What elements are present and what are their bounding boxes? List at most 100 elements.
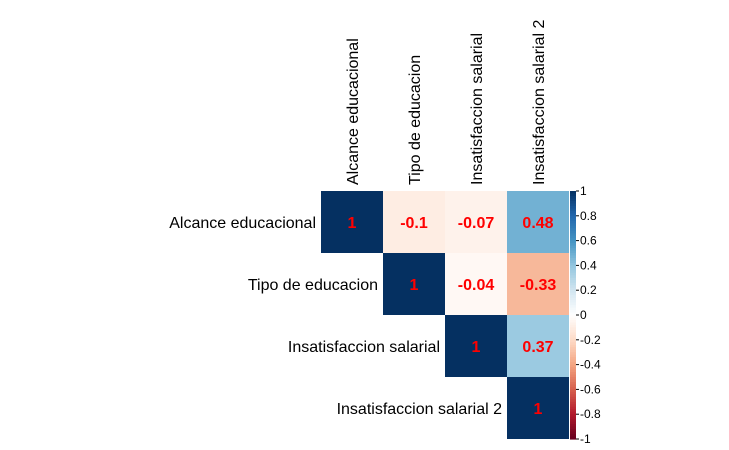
colorbar-segment [570, 431, 576, 435]
colorbar-segment [570, 223, 576, 227]
colorbar-segment [570, 287, 576, 291]
colorbar-segment [570, 409, 576, 413]
colorbar-segment [570, 421, 576, 425]
colorbar-tick-label: -0.4 [580, 358, 601, 372]
colorbar-tick-label: 0.6 [580, 234, 597, 248]
colorbar-segment [570, 332, 576, 336]
colorbar-segment [570, 262, 576, 266]
colorbar-segment [570, 429, 576, 433]
column-label: Alcance educacional [345, 38, 362, 185]
colorbar-segment [570, 302, 576, 306]
heatmap-cell [383, 253, 445, 315]
colorbar-segment [570, 386, 576, 390]
heatmap-cell [507, 377, 569, 439]
cell-value-label: -0.04 [458, 277, 495, 294]
colorbar-segment [570, 275, 576, 279]
colorbar-segment [570, 220, 576, 224]
colorbar-segment [570, 369, 576, 373]
colorbar-segment [570, 198, 576, 202]
colorbar-segment [570, 344, 576, 348]
colorbar-segment [570, 233, 576, 237]
colorbar-segment [570, 248, 576, 252]
colorbar-segment [570, 310, 576, 314]
colorbar-segment [570, 285, 576, 289]
colorbar-segment [570, 203, 576, 207]
colorbar-tick-label: -0.8 [580, 407, 601, 421]
colorbar-segment [570, 238, 576, 242]
heatmap-cell [507, 253, 569, 315]
colorbar-segment [570, 295, 576, 299]
colorbar-segment [570, 401, 576, 405]
colorbar-segment [570, 396, 576, 400]
colorbar-tick-label: 0 [580, 308, 587, 322]
colorbar-segment [570, 359, 576, 363]
cell-value-label: -0.33 [520, 277, 557, 294]
colorbar-segment [570, 290, 576, 294]
row-label: Alcance educacional [169, 215, 316, 232]
cell-value-label: 0.37 [522, 339, 553, 356]
colorbar-segment [570, 381, 576, 386]
colorbar-segment [570, 250, 576, 254]
colorbar-segment [570, 404, 576, 408]
colorbar-segment [570, 342, 576, 346]
heatmap-cell [445, 191, 507, 253]
row-label: Insatisfaccion salarial 2 [337, 401, 503, 418]
colorbar-segment [570, 213, 576, 217]
colorbar-segment [570, 255, 576, 259]
colorbar-segment [570, 277, 576, 281]
colorbar-segment [570, 419, 576, 423]
colorbar-segment [570, 329, 576, 333]
colorbar-segment [570, 384, 576, 388]
colorbar-segment [570, 349, 576, 353]
colorbar-segment [570, 391, 576, 395]
cell-value-label: 1 [410, 277, 419, 294]
colorbar-segment [570, 200, 576, 204]
row-label: Tipo de educacion [248, 277, 378, 294]
colorbar-segment [570, 339, 576, 343]
heatmap-cell [321, 191, 383, 253]
colorbar-segment [570, 230, 576, 234]
colorbar-segment [570, 414, 576, 418]
colorbar-segment [570, 265, 576, 269]
colorbar-segment [570, 322, 576, 326]
column-labels: Alcance educacional Tipo de educacion Insa… [345, 19, 548, 185]
colorbar-segment [570, 317, 576, 321]
cell-value-label: 1 [472, 339, 481, 356]
colorbar-segment [570, 193, 576, 197]
colorbar-tick-label: 0.8 [580, 209, 597, 223]
heatmap-cell [445, 253, 507, 315]
colorbar-segment [570, 235, 576, 239]
colorbar-segment [570, 362, 576, 366]
colorbar-segment [570, 411, 576, 415]
colorbar-segment [570, 218, 576, 222]
colorbar-segment [570, 195, 576, 200]
colorbar-segment [570, 424, 576, 428]
colorbar-segment [570, 364, 576, 368]
colorbar-segment [570, 416, 576, 420]
colorbar-tick-label: -0.2 [580, 333, 601, 347]
colorbar-segment [570, 324, 576, 328]
colorbar-segment [570, 257, 576, 262]
colorbar-segment [570, 267, 576, 271]
colorbar-segment [570, 372, 576, 376]
colorbar-segment [570, 357, 576, 361]
colorbar-segment [570, 354, 576, 358]
colorbar-segment [570, 327, 576, 331]
cell-value-label: 1 [534, 401, 543, 418]
colorbar-segment [570, 280, 576, 284]
colorbar-segment [570, 297, 576, 301]
colorbar-segment [570, 312, 576, 316]
colorbar-segment [570, 379, 576, 383]
colorbar-segment [570, 253, 576, 257]
colorbar-segment [570, 292, 576, 296]
colorbar-segment [570, 272, 576, 276]
colorbar-segment [570, 315, 576, 319]
column-label: Insatisfaccion salarial [469, 33, 486, 185]
row-labels: Alcance educacional Tipo de educacion Insa… [169, 215, 502, 418]
colorbar-segment [570, 374, 576, 378]
heatmap-cell [507, 315, 569, 377]
column-label: Insatisfaccion salarial 2 [531, 19, 548, 185]
colorbar-segment [570, 215, 576, 219]
heatmap-cell [445, 315, 507, 377]
colorbar-segment [570, 260, 576, 264]
